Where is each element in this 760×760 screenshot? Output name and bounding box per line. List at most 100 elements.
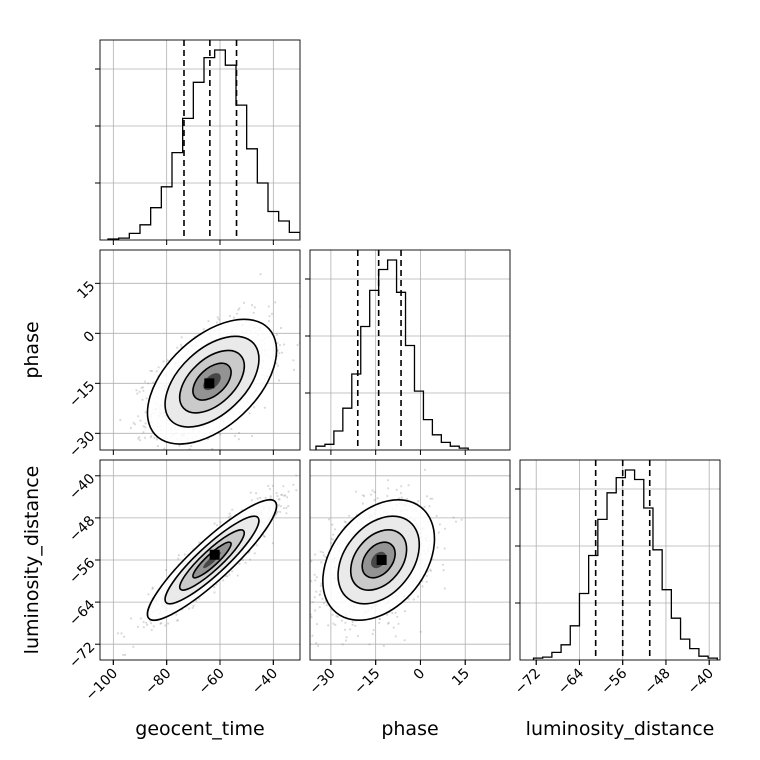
sample-point — [142, 431, 145, 434]
sample-point — [419, 630, 422, 633]
sample-point — [234, 434, 237, 437]
sample-point — [335, 615, 338, 618]
x-axis-label: phase — [381, 718, 438, 740]
sample-point — [302, 555, 304, 557]
sample-point — [310, 580, 313, 583]
sample-point — [429, 569, 432, 572]
sample-point — [271, 484, 274, 487]
sample-point — [319, 550, 322, 553]
sample-point — [373, 491, 376, 494]
sample-point — [141, 386, 144, 389]
sample-point — [341, 643, 344, 646]
sample-point — [443, 587, 446, 590]
sample-point — [310, 615, 313, 619]
sample-point — [244, 561, 247, 564]
sample-point — [120, 632, 123, 635]
sample-point — [275, 362, 278, 365]
sample-point — [189, 445, 193, 448]
sample-point — [151, 586, 154, 589]
sample-point — [436, 546, 439, 549]
sample-point — [150, 370, 153, 373]
sample-point — [132, 645, 135, 648]
sample-point — [387, 479, 390, 482]
sample-point — [153, 437, 156, 440]
sample-point — [177, 554, 180, 557]
sample-point — [263, 406, 266, 409]
sample-point — [354, 624, 357, 627]
sample-point — [412, 598, 415, 601]
sample-point — [421, 585, 424, 588]
sample-point — [183, 456, 185, 458]
sample-point — [176, 619, 179, 622]
sample-point — [429, 497, 432, 500]
sample-point — [215, 524, 218, 527]
sample-point — [241, 558, 244, 562]
sample-point — [319, 584, 322, 587]
sample-point — [313, 596, 316, 599]
sample-point — [387, 487, 390, 490]
sample-point — [251, 304, 254, 307]
sample-point — [327, 518, 331, 521]
sample-point — [137, 415, 140, 418]
sample-point — [228, 314, 231, 318]
sample-point — [219, 433, 222, 436]
sample-point — [176, 619, 179, 622]
sample-point — [236, 574, 239, 577]
sample-point — [386, 613, 389, 616]
sample-point — [330, 541, 333, 545]
sample-point — [179, 343, 183, 346]
sample-point — [238, 307, 241, 310]
sample-point — [332, 533, 335, 536]
panel-frame — [519, 459, 721, 661]
sample-point — [142, 620, 145, 624]
sample-point — [320, 561, 323, 564]
sample-point — [166, 359, 169, 362]
sample-point — [123, 635, 126, 638]
sample-point — [406, 497, 409, 500]
sample-point — [198, 597, 201, 600]
sample-point — [313, 573, 316, 576]
sample-point — [195, 599, 198, 602]
sample-point — [372, 629, 375, 632]
sample-point — [279, 510, 282, 513]
y-tick-label: −15 — [66, 378, 98, 410]
sample-point — [278, 379, 281, 382]
sample-point — [237, 308, 240, 311]
sample-point — [143, 380, 147, 383]
sample-point — [155, 438, 159, 441]
sample-point — [192, 604, 195, 607]
sample-point — [228, 512, 231, 515]
sample-point — [92, 426, 94, 428]
sample-point — [277, 504, 280, 507]
sample-point — [145, 621, 148, 624]
sample-point — [344, 621, 347, 624]
x-tick-label: −30 — [307, 666, 339, 698]
sample-point — [147, 593, 150, 596]
x-tick-label: −64 — [555, 665, 587, 697]
sample-point — [142, 389, 145, 392]
sample-point — [231, 508, 234, 511]
sample-point — [275, 511, 278, 515]
sample-point — [452, 516, 455, 519]
sample-point — [217, 318, 220, 321]
sample-point — [162, 360, 165, 363]
sample-point — [238, 562, 241, 566]
sample-point — [130, 617, 133, 620]
sample-point — [370, 493, 373, 496]
sample-point — [322, 602, 326, 605]
sample-point — [232, 316, 235, 319]
sample-point — [149, 369, 152, 372]
y-tick-label: −64 — [66, 597, 98, 629]
sample-point — [152, 625, 155, 628]
sample-point — [253, 406, 256, 409]
sample-point — [287, 505, 290, 508]
sample-point — [355, 490, 358, 493]
sample-point — [147, 382, 150, 385]
sample-point — [140, 386, 143, 389]
sample-point — [235, 312, 239, 315]
sample-point — [250, 434, 254, 438]
sample-point — [386, 494, 389, 498]
sample-point — [255, 492, 258, 495]
sample-point — [311, 601, 314, 604]
sample-point — [368, 643, 371, 646]
